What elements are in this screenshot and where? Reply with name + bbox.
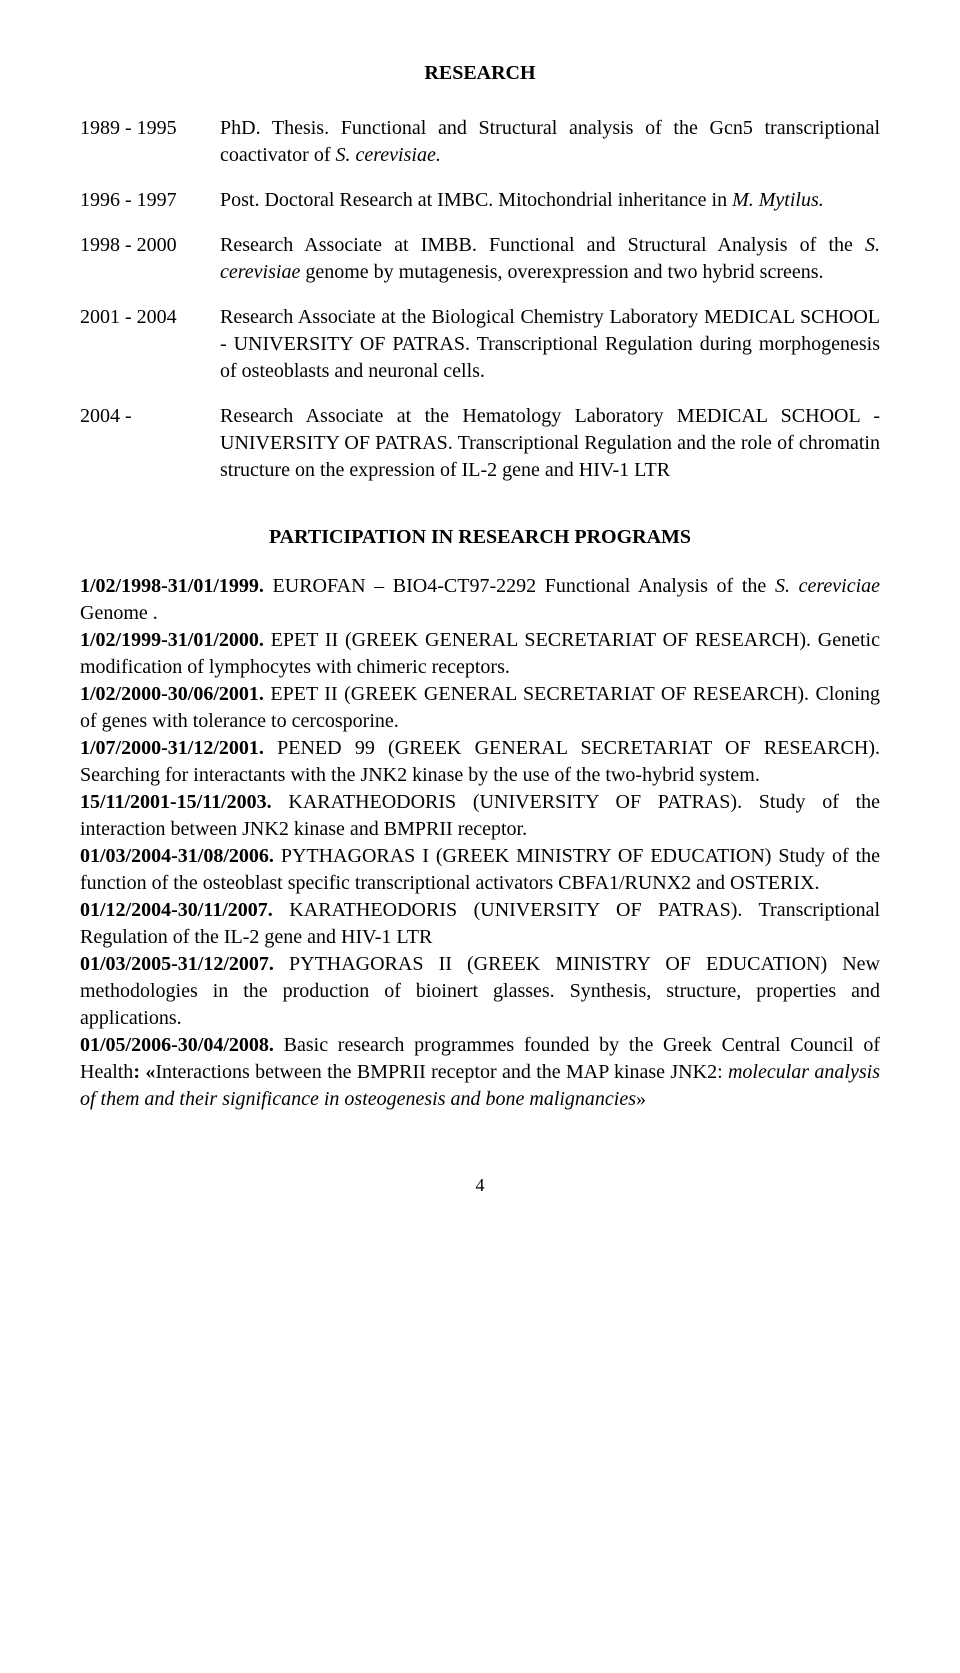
program-entry: 1/07/2000-31/12/2001. PENED 99 (GREEK GE… [80,735,880,789]
entry-year: 1989 - 1995 [80,115,220,169]
program-entry: 15/11/2001-15/11/2003. KARATHEODORIS (UN… [80,789,880,843]
research-entry: 1989 - 1995PhD. Thesis. Functional and S… [80,115,880,169]
entry-description: Post. Doctoral Research at IMBC. Mitocho… [220,187,880,214]
program-entry: 1/02/1999-31/01/2000. EPET II (GREEK GEN… [80,627,880,681]
entry-description: Research Associate at the Hematology Lab… [220,403,880,484]
program-entry: 1/02/1998-31/01/1999. EUROFAN – BIO4-CT9… [80,573,880,627]
entry-year: 1996 - 1997 [80,187,220,214]
research-entries: 1989 - 1995PhD. Thesis. Functional and S… [80,115,880,484]
entry-description: Research Associate at IMBB. Functional a… [220,232,880,286]
section-title-research: RESEARCH [80,60,880,87]
entry-year: 2001 - 2004 [80,304,220,385]
program-entry: 01/05/2006-30/04/2008. Basic research pr… [80,1032,880,1113]
program-entry: 1/02/2000-30/06/2001. EPET II (GREEK GEN… [80,681,880,735]
program-entry: 01/03/2004-31/08/2006. PYTHAGORAS I (GRE… [80,843,880,897]
program-entry: 01/03/2005-31/12/2007. PYTHAGORAS II (GR… [80,951,880,1032]
research-programs: 1/02/1998-31/01/1999. EUROFAN – BIO4-CT9… [80,573,880,1113]
entry-description: PhD. Thesis. Functional and Structural a… [220,115,880,169]
entry-year: 2004 - [80,403,220,484]
research-entry: 2004 -Research Associate at the Hematolo… [80,403,880,484]
research-entry: 1998 - 2000Research Associate at IMBB. F… [80,232,880,286]
research-entry: 1996 - 1997Post. Doctoral Research at IM… [80,187,880,214]
research-entry: 2001 - 2004Research Associate at the Bio… [80,304,880,385]
entry-year: 1998 - 2000 [80,232,220,286]
page-number: 4 [80,1173,880,1197]
section-title-programs: PARTICIPATION IN RESEARCH PROGRAMS [80,524,880,551]
program-entry: 01/12/2004-30/11/2007. KARATHEODORIS (UN… [80,897,880,951]
entry-description: Research Associate at the Biological Che… [220,304,880,385]
